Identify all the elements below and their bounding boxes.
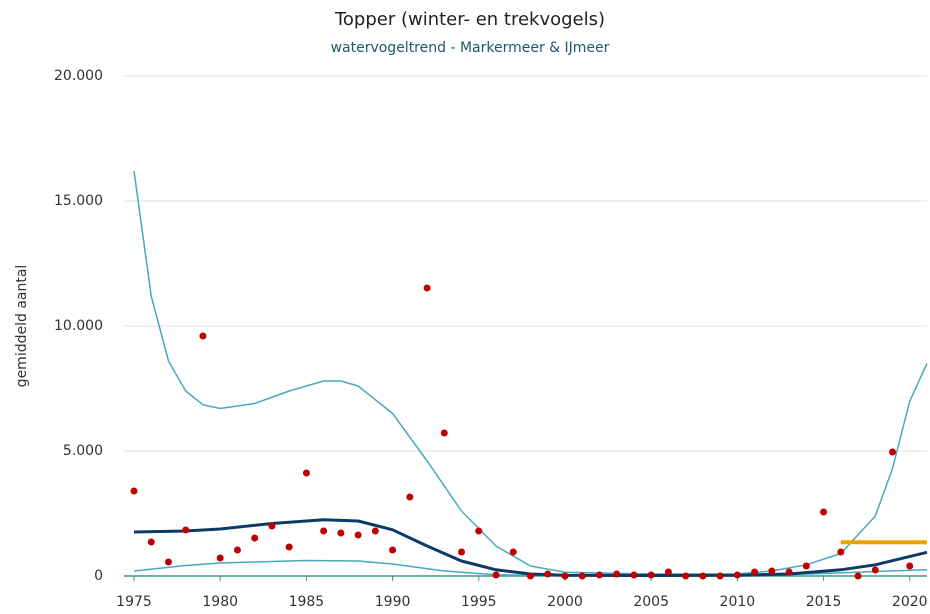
- trend-line: [133, 559, 928, 577]
- data-point: [440, 429, 448, 437]
- data-point: [733, 571, 741, 579]
- x-tick-label: 1995: [461, 594, 497, 610]
- trend-line: [133, 518, 928, 577]
- data-point: [354, 531, 362, 539]
- data-point: [527, 572, 534, 580]
- data-point: [802, 562, 810, 570]
- data-point: [233, 546, 241, 554]
- data-point: [716, 572, 724, 580]
- x-tick-label: 2000: [547, 594, 583, 610]
- x-tick-label: 1985: [289, 594, 325, 610]
- data-point: [164, 558, 172, 566]
- data-point: [630, 571, 638, 579]
- data-point: [216, 554, 224, 562]
- data-point: [578, 572, 586, 580]
- y-tick-label: 15.000: [54, 193, 103, 209]
- data-point: [182, 526, 190, 534]
- y-tick-label: 5.000: [63, 443, 103, 459]
- y-axis-label: gemiddeld aantal: [14, 265, 30, 388]
- x-tick-label: 1975: [116, 594, 152, 610]
- data-point: [423, 284, 431, 292]
- data-point: [837, 548, 845, 556]
- data-point: [699, 572, 707, 580]
- data-point: [664, 568, 672, 576]
- data-point: [544, 570, 552, 578]
- x-tick-label: 1980: [202, 594, 238, 610]
- data-point: [320, 527, 328, 535]
- data-point: [785, 568, 793, 576]
- data-point: [389, 546, 397, 554]
- data-point: [509, 548, 517, 556]
- data-point: [595, 571, 603, 579]
- data-point: [337, 529, 345, 537]
- x-tick-label: 2010: [720, 594, 756, 610]
- chart-title: Topper (winter- en trekvogels): [334, 9, 605, 30]
- trend-line: [133, 170, 928, 575]
- data-point: [406, 493, 414, 501]
- data-point: [199, 332, 207, 340]
- data-point: [871, 566, 879, 574]
- data-point: [492, 571, 500, 579]
- data-point: [613, 570, 621, 578]
- data-point: [820, 508, 828, 516]
- chart-subtitle: watervogeltrend - Markermeer & IJmeer: [331, 40, 610, 56]
- data-point: [251, 534, 259, 542]
- data-point: [561, 572, 569, 580]
- data-point: [768, 567, 776, 575]
- data-point: [751, 568, 759, 576]
- data-point: [889, 448, 897, 456]
- data-point: [130, 487, 138, 495]
- data-point: [906, 562, 914, 570]
- data-point: [285, 543, 293, 551]
- data-point: [682, 572, 690, 580]
- data-point: [268, 522, 276, 530]
- y-tick-label: 20.000: [54, 68, 103, 84]
- data-point: [147, 538, 155, 546]
- x-tick-label: 2020: [892, 594, 928, 610]
- y-tick-label: 0: [94, 568, 103, 584]
- data-point: [475, 527, 483, 535]
- data-point: [647, 571, 655, 579]
- data-point: [371, 527, 379, 535]
- data-point: [458, 548, 466, 556]
- data-point: [854, 572, 862, 580]
- y-tick-label: 10.000: [54, 318, 103, 334]
- data-point: [302, 469, 310, 477]
- x-tick-label: 1990: [375, 594, 411, 610]
- x-tick-label: 2015: [806, 594, 842, 610]
- x-tick-label: 2005: [633, 594, 669, 610]
